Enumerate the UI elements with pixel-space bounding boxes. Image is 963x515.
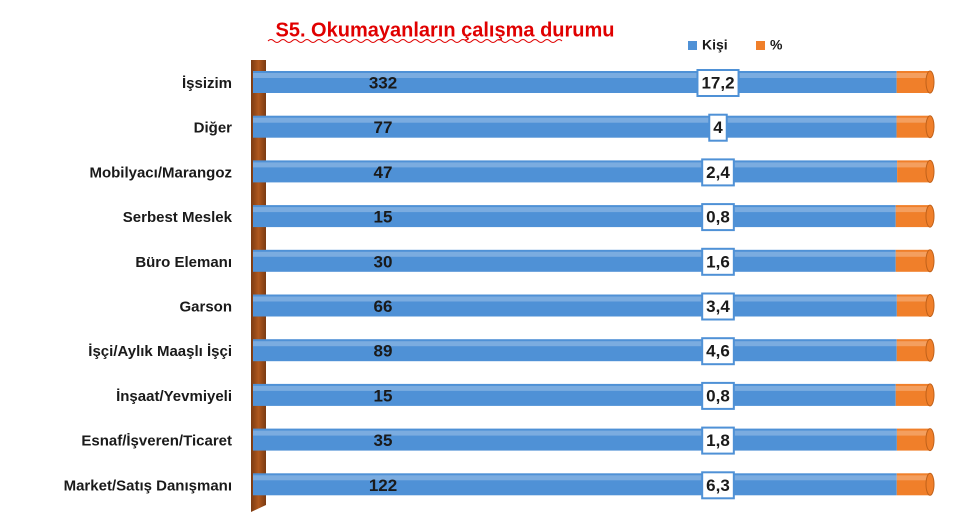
category-label: İşçi/Aylık Maaşlı İşçi bbox=[88, 343, 232, 360]
bar-segment bbox=[896, 115, 930, 138]
bar-segment bbox=[253, 473, 897, 496]
legend-swatch bbox=[756, 41, 765, 50]
value-label: 89 bbox=[374, 342, 393, 361]
legend-label: Kişi bbox=[702, 37, 728, 53]
value-label: 122 bbox=[369, 476, 397, 495]
value-label: 66 bbox=[374, 297, 393, 316]
value-label: 2,4 bbox=[706, 163, 730, 182]
bar-segment bbox=[253, 339, 897, 362]
bar-segment bbox=[253, 160, 898, 183]
value-label: 30 bbox=[374, 252, 393, 271]
bar-segment bbox=[897, 160, 930, 183]
bar-segment bbox=[896, 339, 930, 362]
value-label: 35 bbox=[374, 431, 393, 450]
bar-end bbox=[925, 115, 935, 139]
bar-end bbox=[925, 294, 935, 317]
category-label: Diğer bbox=[194, 120, 233, 137]
category-label: Serbest Meslek bbox=[123, 209, 233, 226]
chart-title: S5. Okumayanların çalışma durumu bbox=[275, 19, 614, 41]
bar-shine bbox=[896, 430, 930, 436]
bar-segment bbox=[895, 383, 930, 406]
bar-segment bbox=[895, 205, 930, 228]
bar-end bbox=[925, 383, 935, 407]
value-label-box bbox=[701, 247, 735, 276]
bar-end bbox=[925, 472, 935, 496]
bar-shine bbox=[253, 341, 897, 347]
value-label-box bbox=[696, 69, 740, 97]
bar-end bbox=[925, 159, 935, 183]
value-label: 0,8 bbox=[706, 208, 730, 227]
value-label: 17,2 bbox=[701, 73, 734, 92]
bar-shine bbox=[253, 385, 896, 391]
bar-shine bbox=[896, 117, 930, 123]
value-label: 4,6 bbox=[706, 342, 730, 361]
value-label-box bbox=[701, 426, 735, 455]
value-label: 15 bbox=[374, 386, 393, 405]
value-label: 15 bbox=[374, 208, 393, 227]
bar-shine bbox=[895, 385, 930, 391]
bar-shine bbox=[253, 430, 897, 436]
legend-swatch bbox=[688, 41, 697, 50]
value-label-box bbox=[701, 381, 735, 410]
bar-shine bbox=[897, 162, 930, 168]
category-label: Mobilyacı/Marangoz bbox=[89, 164, 232, 181]
bar-shine bbox=[896, 296, 930, 302]
bar-shine bbox=[253, 475, 897, 481]
bar-segment bbox=[253, 115, 897, 138]
bar-segment bbox=[896, 428, 930, 451]
legend-label: % bbox=[770, 37, 783, 53]
bar-segment bbox=[253, 383, 896, 406]
bar-shine bbox=[253, 296, 897, 302]
category-label: Esnaf/İşveren/Ticaret bbox=[81, 433, 232, 450]
bar-shine bbox=[253, 162, 898, 168]
bar-segment bbox=[896, 473, 930, 496]
value-label-box bbox=[701, 292, 735, 321]
value-label: 332 bbox=[369, 73, 397, 92]
value-label: 6,3 bbox=[706, 476, 730, 495]
bar-end bbox=[925, 338, 935, 362]
bar-shine bbox=[253, 207, 896, 213]
bar-segment bbox=[253, 428, 897, 451]
value-label-box bbox=[701, 337, 735, 366]
bar-segment bbox=[253, 205, 896, 228]
spellcheck-underline bbox=[267, 39, 563, 43]
value-label: 1,8 bbox=[706, 431, 730, 450]
value-label-box bbox=[701, 203, 735, 232]
bar-end bbox=[925, 70, 935, 94]
bar-segment bbox=[895, 249, 930, 272]
bar-segment bbox=[253, 294, 897, 317]
bar-shine bbox=[896, 475, 930, 481]
bar-segment bbox=[896, 71, 930, 93]
value-label: 4 bbox=[713, 118, 723, 137]
bar-shine bbox=[253, 73, 897, 78]
value-label-box bbox=[708, 113, 728, 142]
value-label: 0,8 bbox=[706, 386, 730, 405]
value-label: 47 bbox=[374, 163, 393, 182]
bar-segment bbox=[253, 249, 896, 272]
bar-segment bbox=[896, 294, 930, 317]
value-label: 1,6 bbox=[706, 252, 730, 271]
bar-shine bbox=[253, 251, 896, 257]
bar-end bbox=[925, 249, 935, 273]
bar-shine bbox=[896, 73, 930, 78]
category-label: Market/Satış Danışmanı bbox=[64, 477, 232, 494]
category-label: İnşaat/Yevmiyeli bbox=[116, 388, 232, 405]
category-label: Garson bbox=[179, 298, 232, 315]
category-label: Büro Elemanı bbox=[135, 254, 232, 271]
bar-shine bbox=[895, 207, 930, 213]
value-label-box bbox=[701, 158, 735, 187]
value-label: 77 bbox=[374, 118, 393, 137]
bar-shine bbox=[896, 341, 930, 347]
bar-shine bbox=[895, 251, 930, 257]
category-label: İşsizim bbox=[182, 75, 232, 92]
value-label-box bbox=[701, 471, 735, 500]
value-label: 3,4 bbox=[706, 297, 730, 316]
bar-end bbox=[925, 428, 935, 452]
bar-shine bbox=[253, 117, 897, 123]
bar-end bbox=[925, 204, 935, 228]
